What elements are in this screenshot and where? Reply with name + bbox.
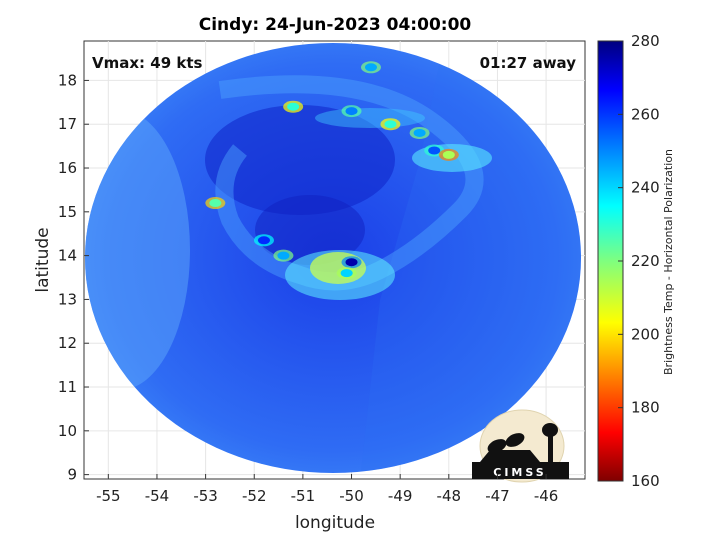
y-tick-label: 13	[58, 290, 77, 308]
x-tick-label: -50	[339, 487, 364, 505]
y-tick-label: 10	[58, 422, 77, 440]
feature-core	[413, 128, 426, 137]
x-tick-label: -47	[485, 487, 510, 505]
feature-core	[442, 150, 455, 159]
colorbar-tick-label: 220	[631, 252, 660, 270]
feature-core	[345, 258, 358, 267]
north-band-glow	[315, 108, 425, 128]
cimss-logo: CIMSS	[472, 409, 569, 483]
y-tick-label: 18	[58, 71, 77, 89]
logo-base	[472, 462, 569, 479]
x-tick-label: -54	[145, 487, 170, 505]
y-tick-label: 15	[58, 203, 77, 221]
core-glow-inner	[310, 252, 366, 284]
chart-title: Cindy: 24-Jun-2023 04:00:00	[199, 15, 472, 35]
logo-dish-right	[505, 433, 525, 447]
feature-core	[345, 107, 358, 116]
cloud-band-west	[85, 110, 190, 390]
y-axis: 9 10 11 12 13 14 15 16 17 18	[58, 71, 89, 484]
y-axis-label: latitude	[33, 227, 53, 292]
time-away-annotation: 01:27 away	[480, 54, 577, 72]
colorbar-tick-label: 200	[631, 325, 660, 343]
colorbar-tick-label: 160	[631, 472, 660, 490]
logo-text: CIMSS	[493, 466, 546, 479]
colorbar-label: Brightness Temp - Horizontal Polarizatio…	[662, 149, 675, 375]
feature-core	[209, 199, 222, 208]
x-axis-label: longitude	[295, 513, 375, 533]
logo-tower-tank	[542, 423, 558, 437]
y-tick-label: 12	[58, 334, 77, 352]
colorbar-tick-label: 280	[631, 32, 660, 50]
colorbar-ticks: 160 180 200 220 240 260 280	[618, 32, 660, 490]
logo-building	[480, 450, 540, 462]
x-axis: -55 -54 -53 -52 -51 -50 -49 -48 -47 -46	[96, 474, 558, 505]
swath-seam-shade	[360, 43, 581, 473]
dark-region-center	[255, 195, 365, 265]
y-tick-label: 14	[58, 247, 77, 265]
y-tick-label: 9	[67, 466, 77, 484]
feature-core	[340, 269, 353, 278]
y-tick-label: 17	[58, 115, 77, 133]
feature-core	[277, 251, 290, 260]
feature-core	[428, 146, 441, 155]
feature-core	[257, 236, 270, 245]
convective-features	[205, 61, 459, 280]
x-tick-label: -48	[437, 487, 462, 505]
spiral-band	[215, 75, 484, 291]
logo-tower-leg	[548, 436, 553, 464]
vmax-annotation: Vmax: 49 kts	[92, 54, 202, 72]
x-tick-label: -52	[242, 487, 267, 505]
x-tick-label: -51	[291, 487, 316, 505]
feature-core	[384, 120, 397, 129]
x-tick-label: -55	[96, 487, 121, 505]
dark-region-north	[205, 105, 395, 215]
feature-core	[287, 102, 300, 111]
x-tick-label: -46	[534, 487, 559, 505]
colorbar-tick-label: 260	[631, 105, 660, 123]
y-tick-label: 11	[58, 378, 77, 396]
y-tick-label: 16	[58, 159, 77, 177]
feature-core	[364, 63, 377, 72]
logo-dish-left	[487, 439, 507, 453]
colorbar-tick-label: 180	[631, 399, 660, 417]
x-tick-label: -53	[193, 487, 218, 505]
x-tick-label: -49	[388, 487, 413, 505]
swath-image	[85, 43, 581, 473]
colorbar-tick-label: 240	[631, 179, 660, 197]
